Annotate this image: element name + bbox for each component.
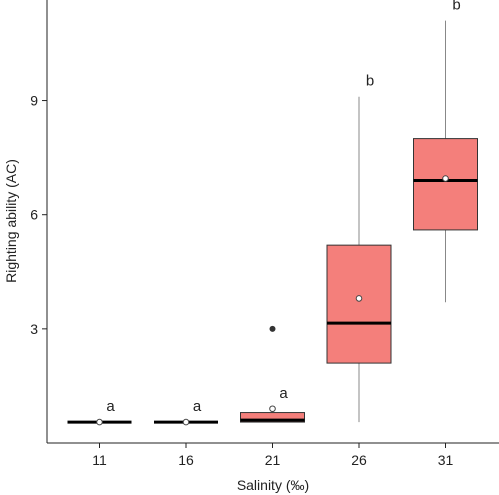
y-axis-title: Righting ability (AC) (3, 159, 19, 283)
y-tick-label: 3 (30, 321, 38, 337)
mean-point (269, 405, 276, 413)
x-tick-label: 21 (265, 452, 281, 468)
x-tick-label: 16 (178, 452, 194, 468)
mean-point (355, 295, 363, 302)
mean-point (182, 418, 190, 426)
box-body (240, 412, 305, 423)
mean-point (442, 175, 449, 182)
outlier-point (269, 325, 276, 332)
significance-label: b (366, 73, 374, 90)
y-ticks: 3 6 9 (30, 93, 47, 337)
significance-label: a (106, 398, 115, 415)
box-group: a (154, 398, 218, 426)
x-axis-title: Salinity (‰) (237, 477, 309, 493)
y-tick-label: 6 (30, 207, 38, 223)
box-body (413, 138, 478, 231)
x-tick-label: 26 (351, 452, 367, 468)
significance-label: b (452, 0, 460, 14)
significance-label: a (279, 385, 288, 402)
boxes: a a a b b (67, 0, 478, 426)
box-group: a (67, 398, 132, 426)
box-group: a (240, 325, 305, 423)
x-tick-label: 31 (438, 452, 454, 468)
mean-point (96, 418, 103, 426)
significance-label: a (193, 398, 202, 415)
box-group: b (326, 73, 392, 423)
y-tick-label: 9 (30, 93, 38, 109)
x-ticks: 11 16 21 26 31 (92, 443, 453, 468)
x-tick-label: 11 (92, 452, 107, 468)
box-group: b (413, 0, 478, 303)
box-body (326, 244, 392, 364)
